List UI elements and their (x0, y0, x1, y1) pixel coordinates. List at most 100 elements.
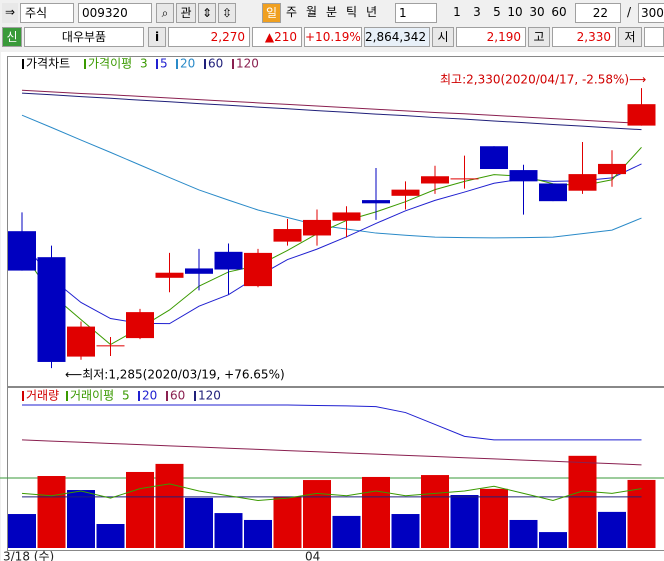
candle-body (126, 312, 154, 339)
period-button[interactable]: 월 (305, 5, 318, 19)
legend-title: 거래량 (26, 389, 59, 403)
volume-bar (273, 496, 302, 548)
candle-body (332, 212, 361, 221)
candle-body (362, 200, 390, 204)
volume-bar (244, 519, 272, 548)
ma-line (21, 146, 642, 346)
price-panel (7, 56, 664, 387)
volume-bar (37, 476, 66, 548)
legend-item: 120 (236, 57, 259, 71)
period-button[interactable]: 일 (262, 3, 281, 23)
volume-bar (480, 488, 508, 548)
candle-body (568, 174, 597, 191)
legend-swatch (84, 59, 86, 69)
legend-item: 120 (198, 389, 221, 403)
volume-bar (568, 455, 597, 548)
ma-line (21, 89, 642, 124)
x-tick-label: 04 (305, 550, 320, 561)
candle-body (480, 146, 508, 170)
watch-button[interactable]: 관 (176, 3, 196, 23)
ma-line (21, 92, 642, 131)
period-button[interactable]: 년 (365, 5, 378, 19)
candle-body (96, 345, 125, 347)
volume-bar (67, 490, 95, 548)
legend-swatch (66, 391, 68, 401)
info-button[interactable]: i (148, 27, 166, 47)
interval-button[interactable]: 5 (493, 5, 501, 19)
legend-swatch (194, 391, 196, 401)
legend-ma-title: 거래이평 (70, 389, 114, 403)
legend-swatch (232, 59, 234, 69)
volume-bar (627, 479, 656, 548)
legend-item: 5 (160, 57, 168, 71)
candle-body (244, 252, 272, 287)
candle-body (273, 229, 302, 242)
market-select[interactable]: 주식 (20, 3, 74, 23)
period-button[interactable]: 틱 (345, 5, 358, 19)
max-input[interactable]: 300 (638, 3, 664, 23)
candle-body (598, 163, 626, 175)
candle-body (214, 251, 243, 270)
volume-bar (126, 471, 154, 548)
annotation: ⟵최저:1,285(2020/03/19, +76.65%) (65, 368, 285, 382)
code-input[interactable]: 009320 (78, 3, 152, 23)
legend-swatch (22, 59, 24, 69)
separator: / (626, 5, 632, 19)
legend-swatch (22, 391, 24, 401)
search-button[interactable]: ⌕ (156, 3, 174, 23)
volume-ma-line (21, 439, 642, 466)
open-label: 시 (432, 27, 454, 47)
legend-swatch (176, 59, 178, 69)
candle-body (37, 257, 66, 362)
interval-button[interactable]: 3 (473, 5, 481, 19)
volume: 2,864,342 (364, 27, 430, 47)
volume-bar (185, 497, 213, 548)
rate: +10.19% (304, 27, 362, 47)
candle-body (509, 170, 538, 182)
legend-item: 3 (140, 57, 148, 71)
volume-bar (509, 519, 538, 548)
unit-select[interactable]: 1 (395, 3, 437, 23)
volume-bar (391, 514, 420, 548)
stock-name: 대우부품 (24, 27, 144, 47)
legend-item: 60 (208, 57, 223, 71)
x-tick-label: 3/18 (수) (3, 550, 54, 561)
candle-body (67, 326, 95, 357)
candle-body (450, 178, 479, 180)
volume-panel (7, 387, 664, 551)
volume-bar (362, 476, 390, 548)
interval-button[interactable]: 10 (507, 5, 523, 19)
legend-ma-title: 가격이평 (88, 57, 132, 71)
volume-bar (214, 513, 243, 548)
volume-ma-line (21, 483, 642, 502)
volume-bar (96, 524, 125, 548)
legend-item: 60 (170, 389, 185, 403)
period-button[interactable]: 분 (325, 5, 338, 19)
period-button[interactable]: 주 (285, 5, 298, 19)
icon-button[interactable]: ⇳ (218, 3, 236, 23)
high-label: 고 (528, 27, 550, 47)
candle-body (8, 231, 36, 271)
volume-bar (450, 495, 479, 548)
interval-button[interactable]: 60 (551, 5, 567, 19)
icon-button[interactable]: ⇕ (198, 3, 216, 23)
chart-bg (1, 52, 664, 561)
legend-swatch (166, 391, 168, 401)
volume-bar (303, 480, 331, 548)
legend-item: 5 (122, 389, 130, 403)
legend-swatch (204, 59, 206, 69)
volume-bar (421, 475, 449, 548)
low-label: 저 (618, 27, 642, 47)
interval-button[interactable]: 30 (529, 5, 545, 19)
change: ▲210 (252, 27, 302, 47)
legend-title: 가격차트 (26, 57, 70, 71)
volume-bar (8, 514, 36, 548)
price: 2,270 (168, 27, 250, 47)
interval-button[interactable]: 1 (453, 5, 461, 19)
volume-ma-line (22, 404, 642, 441)
volume-bar (598, 511, 626, 548)
count-input[interactable]: 22 (575, 3, 621, 23)
high: 2,330 (552, 27, 616, 47)
open: 2,190 (456, 27, 526, 47)
